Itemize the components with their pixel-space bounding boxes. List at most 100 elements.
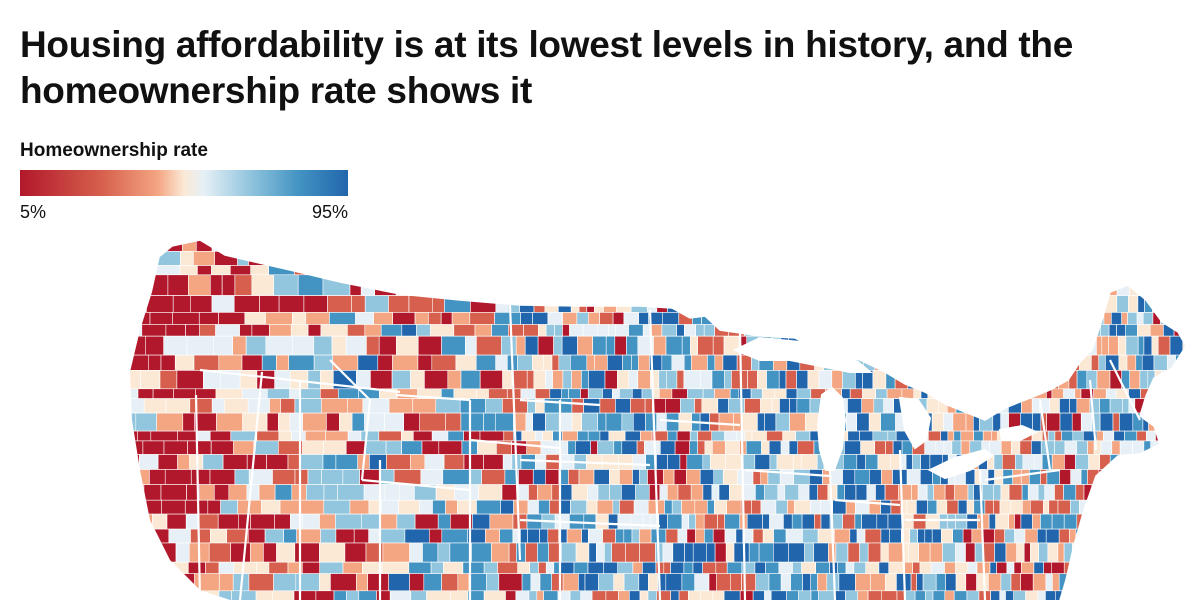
county-cell <box>1166 561 1177 575</box>
county-cell <box>1154 590 1164 600</box>
county-cell <box>615 398 631 414</box>
county-cell <box>1156 274 1167 296</box>
county-cell <box>923 335 931 356</box>
county-cell <box>919 469 933 485</box>
county-cell <box>692 561 703 575</box>
county-cell <box>130 528 148 544</box>
county-cell <box>1133 265 1144 276</box>
county-cell <box>1064 440 1077 455</box>
county-cell <box>545 561 555 575</box>
county-cell <box>1050 240 1058 252</box>
county-cell <box>355 312 374 325</box>
county-cell <box>479 370 503 390</box>
county-cell <box>649 240 665 252</box>
county-cell <box>1138 274 1148 296</box>
county-cell <box>156 240 183 252</box>
county-cell <box>1145 590 1155 600</box>
county-cell <box>1153 561 1161 575</box>
county-cell <box>1183 440 1186 455</box>
county-cell <box>912 561 921 575</box>
county-cell <box>647 573 659 592</box>
county-cell <box>337 484 365 501</box>
county-cell <box>545 274 553 296</box>
county-cell <box>1068 324 1081 337</box>
county-cell <box>714 354 724 371</box>
county-cell <box>618 265 634 276</box>
county-cell <box>781 240 794 252</box>
county-cell <box>528 484 538 501</box>
county-cell <box>408 561 432 575</box>
county-cell <box>512 513 528 530</box>
county-cell <box>963 295 976 313</box>
county-cell <box>517 274 530 296</box>
county-cell <box>203 370 221 390</box>
county-cell <box>619 469 633 485</box>
county-cell <box>955 354 966 371</box>
county-cell <box>717 513 725 530</box>
county-cell <box>701 295 715 313</box>
county-cell <box>1113 265 1127 276</box>
county-cell <box>796 388 811 399</box>
county-cell <box>788 440 799 455</box>
county-cell <box>684 542 694 563</box>
county-cell <box>1106 388 1117 399</box>
county-cell <box>954 484 969 501</box>
county-cell <box>470 295 497 313</box>
county-cell <box>1098 354 1106 371</box>
county-cell <box>800 454 818 470</box>
county-cell <box>891 251 901 266</box>
county-cell <box>976 573 989 592</box>
county-cell <box>539 573 552 592</box>
county-cell <box>1156 398 1165 414</box>
county-cell <box>1064 274 1071 296</box>
county-cell <box>725 454 742 470</box>
county-cell <box>1063 513 1078 530</box>
county-cell <box>417 335 442 356</box>
county-cell <box>639 590 649 600</box>
county-cell <box>692 542 707 563</box>
legend-min-label: 5% <box>20 202 47 222</box>
county-cell <box>335 528 355 544</box>
county-cell <box>905 295 919 313</box>
county-cell <box>838 251 848 266</box>
county-cell <box>715 573 732 592</box>
county-cell <box>213 335 233 356</box>
county-cell <box>665 398 681 414</box>
county-cell <box>1032 513 1041 530</box>
county-cell <box>729 312 738 325</box>
county-cell <box>1004 295 1018 313</box>
county-cell <box>1126 265 1135 276</box>
county-cell <box>1162 590 1170 600</box>
county-cell <box>748 542 760 563</box>
county-cell <box>1180 312 1186 325</box>
county-cell <box>785 265 799 276</box>
county-cell <box>130 240 137 252</box>
county-cell <box>1114 590 1125 600</box>
county-cell <box>970 265 982 276</box>
county-cell <box>196 430 211 442</box>
county-cell <box>1041 354 1051 371</box>
county-cell <box>683 274 692 296</box>
county-cell <box>365 440 387 455</box>
county-cell <box>922 251 932 266</box>
county-cell <box>1037 484 1045 501</box>
county-cell <box>885 573 897 592</box>
county-cell <box>135 412 158 432</box>
county-cell <box>1158 240 1170 252</box>
county-cell <box>1011 440 1021 455</box>
county-cell <box>881 354 898 371</box>
county-cell <box>587 430 601 442</box>
county-cell <box>529 561 539 575</box>
county-cell <box>1063 484 1077 501</box>
county-cell <box>476 388 489 399</box>
county-cell <box>1010 499 1023 515</box>
county-cell <box>847 398 862 414</box>
county-cell <box>993 484 1002 501</box>
county-cell <box>787 499 795 515</box>
county-cell <box>788 542 805 563</box>
county-cell <box>922 573 937 592</box>
county-cell <box>1043 499 1050 515</box>
county-cell <box>515 251 529 266</box>
county-cell <box>299 499 325 515</box>
